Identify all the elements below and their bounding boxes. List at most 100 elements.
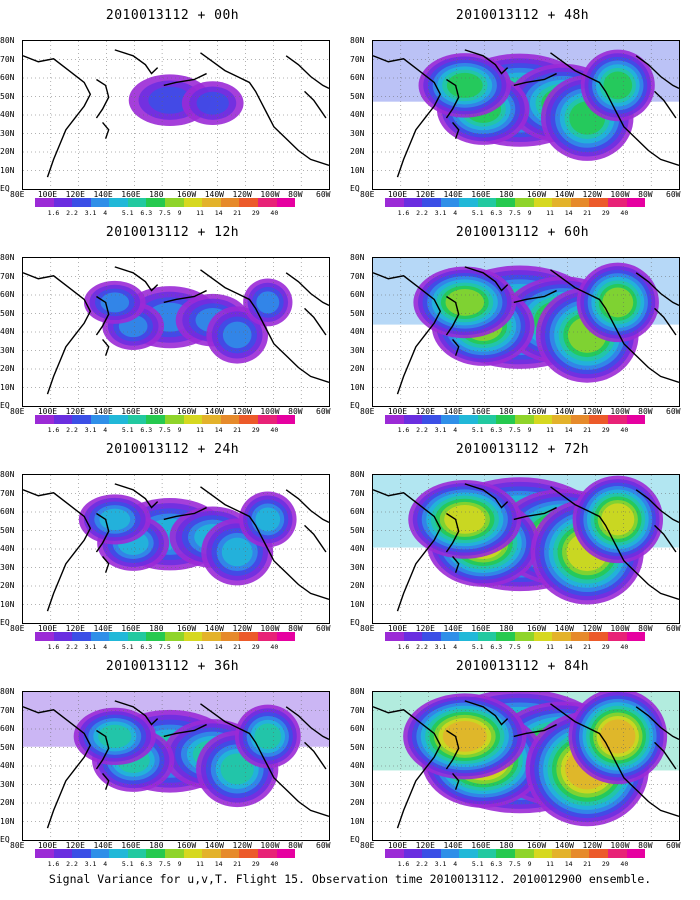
lat-label: 20N — [0, 798, 15, 807]
lon-label: 180 — [499, 841, 514, 850]
colorbar — [35, 632, 296, 641]
colorbar-label: 4 — [103, 209, 108, 217]
colorbar-swatch — [496, 632, 516, 641]
lon-label: 80W — [638, 407, 653, 416]
lat-label: 60N — [0, 290, 15, 299]
coastline — [95, 295, 110, 336]
variance-map — [372, 691, 680, 841]
variance-map — [22, 691, 330, 841]
lon-label: 80W — [638, 624, 653, 633]
colorbar-label: 7.5 — [509, 209, 521, 217]
coastline — [464, 700, 509, 726]
lat-label: EQ — [0, 184, 10, 193]
coastline — [285, 55, 329, 89]
coastline — [102, 772, 110, 790]
lon-label: 160W — [176, 407, 197, 416]
lat-label: 70N — [0, 54, 15, 64]
lon-label: 100E — [37, 841, 58, 850]
colorbar-swatch — [533, 198, 553, 207]
colorbar-swatch — [440, 198, 460, 207]
coastline — [654, 307, 677, 336]
map-canvas — [23, 258, 329, 406]
coastline — [445, 729, 460, 770]
colorbar-swatch — [626, 849, 646, 858]
colorbar — [385, 415, 646, 424]
colorbar-swatch — [607, 632, 627, 641]
colorbar-label: 4 — [453, 426, 458, 434]
variance-map — [372, 474, 680, 624]
colorbar-label: 3.1 — [434, 860, 447, 868]
colorbar-swatch — [589, 415, 608, 424]
colorbar — [35, 198, 296, 207]
lat-label: 60N — [350, 724, 365, 733]
colorbar-swatch — [109, 849, 128, 858]
colorbar-label: 9 — [527, 860, 532, 868]
coastline — [513, 723, 557, 738]
colorbar-label: 9 — [177, 426, 182, 434]
variance-contour — [603, 71, 633, 100]
variance-contour — [601, 503, 635, 536]
colorbar-label: 29 — [251, 426, 260, 434]
lon-label: 80W — [288, 841, 303, 850]
colorbar-swatch — [90, 415, 110, 424]
colorbar-label: 6.3 — [140, 643, 153, 651]
colorbar-swatch — [459, 632, 478, 641]
colorbar-swatch — [165, 632, 184, 641]
colorbar-swatch — [496, 849, 516, 858]
lon-label: 160W — [526, 190, 547, 199]
lat-label: 10N — [350, 599, 365, 609]
lon-label: 60W — [666, 190, 681, 199]
lon-label: 160E — [121, 841, 141, 850]
map-panel: 2010013112 + 60h 80N 70N 60N 50N 40N 30N 20N 10N… — [350, 217, 695, 434]
map-panel: 2010013112 + 00h 80N 70N 60N 50N 40N 30N 20N 10N… — [0, 0, 345, 217]
colorbar-swatch — [385, 198, 404, 207]
lon-label: 120W — [232, 841, 252, 850]
coastline — [654, 741, 677, 770]
colorbar-swatch — [127, 198, 147, 207]
lon-label: 120W — [582, 407, 602, 416]
lon-label: 120W — [232, 407, 252, 416]
colorbar-swatch — [626, 198, 646, 207]
colorbar-label: 1.6 — [47, 860, 60, 868]
lon-label: 80W — [288, 407, 303, 416]
variance-contour — [222, 321, 252, 349]
variance-contour — [98, 724, 132, 748]
colorbar-label: 4 — [103, 860, 108, 868]
lon-label: 120W — [232, 190, 252, 199]
colorbar-swatch — [90, 849, 110, 858]
coastline — [452, 121, 460, 139]
map-panel: 2010013112 + 36h 80N 70N 60N 50N 40N 30N 20N 10N… — [0, 651, 345, 868]
coastline — [635, 489, 679, 523]
colorbar-swatch — [35, 849, 54, 858]
lat-label: 50N — [350, 525, 365, 535]
colorbar-swatch — [515, 415, 534, 424]
lat-label: 80N — [0, 253, 15, 262]
colorbar-swatch — [459, 415, 478, 424]
coastline — [285, 706, 329, 740]
coastline — [95, 729, 110, 770]
colorbar-label: 2.2 — [66, 426, 78, 434]
variance-contour — [446, 72, 483, 98]
coastline — [102, 555, 110, 573]
lat-label: 80N — [350, 470, 365, 479]
colorbar-label: 11 — [546, 643, 554, 651]
colorbar-swatch — [422, 415, 441, 424]
colorbar-label: 40 — [270, 860, 279, 868]
colorbar-label: 21 — [583, 209, 592, 217]
lat-label: 50N — [0, 91, 15, 101]
lon-label: 100E — [37, 407, 58, 416]
lon-label: 160W — [526, 841, 547, 850]
colorbar-swatch — [146, 198, 166, 207]
lon-label: 140W — [554, 190, 574, 199]
lat-label: 30N — [350, 345, 365, 355]
panel-title: 2010013112 + 84h — [455, 659, 590, 674]
variance-contour — [221, 537, 253, 567]
coastline — [304, 307, 327, 336]
colorbar-label: 29 — [251, 860, 260, 868]
colorbar-label: 6.3 — [140, 426, 153, 434]
lat-label: 70N — [350, 271, 365, 281]
colorbar-label: 7.5 — [159, 426, 171, 434]
colorbar-swatch — [477, 849, 497, 858]
lat-label: 10N — [0, 599, 15, 609]
colorbar-swatch — [589, 849, 608, 858]
